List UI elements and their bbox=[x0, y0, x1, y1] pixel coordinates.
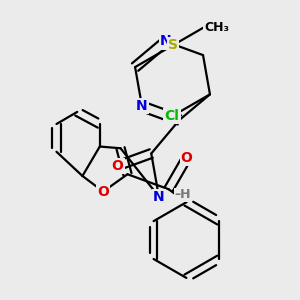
Text: S: S bbox=[168, 38, 178, 52]
Text: O: O bbox=[97, 184, 109, 199]
Text: O: O bbox=[112, 159, 124, 173]
Text: CH₃: CH₃ bbox=[204, 21, 229, 34]
Text: N: N bbox=[160, 34, 171, 49]
Text: –H: –H bbox=[175, 188, 191, 201]
Text: N: N bbox=[136, 99, 148, 113]
Text: Cl: Cl bbox=[165, 109, 179, 123]
Text: O: O bbox=[181, 151, 193, 165]
Text: N: N bbox=[153, 190, 165, 204]
